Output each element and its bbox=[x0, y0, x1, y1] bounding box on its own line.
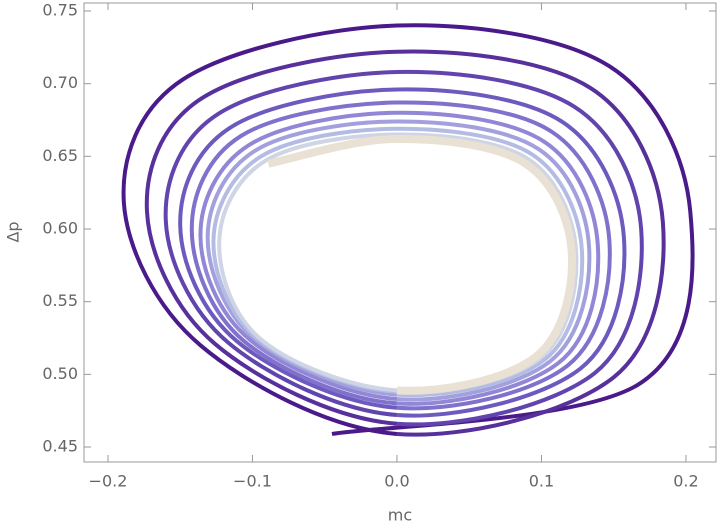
spiral-line bbox=[178, 87, 627, 418]
spiral-line bbox=[217, 132, 579, 395]
x-tick-label: 0.2 bbox=[673, 472, 698, 491]
plot-area bbox=[121, 23, 695, 437]
spiral-line bbox=[121, 23, 695, 436]
y-tick-label: 0.70 bbox=[42, 73, 78, 92]
spiral-line bbox=[205, 119, 592, 402]
x-axis-label: mc bbox=[388, 506, 412, 525]
x-tick-label: 0.0 bbox=[384, 472, 409, 491]
x-tick-label: 0.1 bbox=[529, 472, 554, 491]
y-tick-label: 0.45 bbox=[42, 437, 78, 456]
spiral-line bbox=[163, 69, 644, 427]
spiral-line bbox=[267, 134, 576, 395]
x-tick-label: −0.1 bbox=[233, 472, 272, 491]
y-tick-label: 0.65 bbox=[42, 146, 78, 165]
spiral-line bbox=[211, 126, 585, 398]
x-tick-label: −0.2 bbox=[89, 472, 128, 491]
y-tick-label: 0.55 bbox=[42, 291, 78, 310]
y-tick-label: 0.75 bbox=[42, 0, 78, 19]
y-axis-label: Δp bbox=[4, 221, 23, 242]
spiral-line bbox=[198, 110, 601, 406]
frame bbox=[83, 2, 717, 463]
spiral-line bbox=[189, 100, 612, 411]
spiral-line bbox=[144, 49, 666, 437]
y-tick-label: 0.50 bbox=[42, 364, 78, 383]
y-tick-label: 0.60 bbox=[42, 219, 78, 238]
